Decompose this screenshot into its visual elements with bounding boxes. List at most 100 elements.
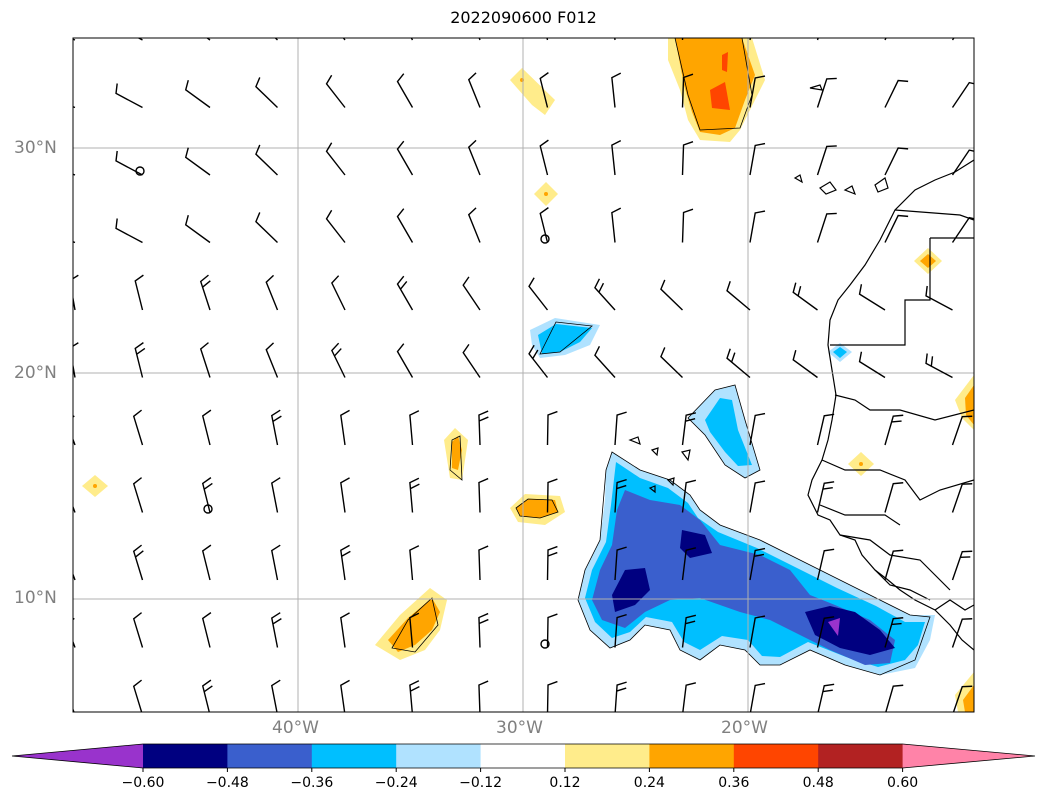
wind-barb bbox=[396, 73, 414, 108]
wind-barb bbox=[546, 410, 558, 446]
wind-barb bbox=[792, 282, 818, 311]
border-8 bbox=[934, 599, 974, 611]
wind-barb bbox=[681, 141, 694, 176]
wind-barb bbox=[73, 173, 76, 176]
wind-barb bbox=[884, 617, 904, 648]
lon-label-30w: 30°W bbox=[496, 718, 543, 738]
calm-wind-circle bbox=[540, 234, 550, 244]
wind-barb bbox=[792, 350, 818, 379]
wind-barb bbox=[681, 412, 697, 446]
wind-barb bbox=[134, 274, 144, 311]
wind-barb bbox=[817, 683, 835, 712]
wind-barb bbox=[816, 616, 835, 648]
cv-islands-5 bbox=[666, 477, 675, 487]
border-6 bbox=[839, 534, 951, 591]
wind-barb bbox=[73, 241, 76, 244]
wind-barb bbox=[528, 277, 549, 311]
map-title: 2022090600 F012 bbox=[450, 8, 597, 27]
map-frame bbox=[72, 37, 975, 713]
cv-islands-1 bbox=[628, 436, 641, 446]
positive-dot-a-core bbox=[93, 484, 97, 488]
wind-barb bbox=[132, 679, 143, 712]
negative-region-ne-inner bbox=[705, 398, 752, 466]
island-5 bbox=[809, 84, 823, 91]
wind-barb bbox=[749, 547, 766, 581]
wind-barb bbox=[539, 72, 549, 108]
wind-barb bbox=[816, 38, 819, 41]
border-1 bbox=[830, 238, 931, 346]
wind-barb bbox=[885, 684, 904, 712]
lon-label-20w: 20°W bbox=[721, 718, 768, 738]
wind-barb bbox=[184, 147, 211, 176]
calm-wind-circle bbox=[135, 166, 145, 176]
wind-barb bbox=[478, 545, 489, 581]
colorbar-segment bbox=[480, 744, 566, 768]
wind-barb bbox=[951, 81, 974, 108]
wind-barb bbox=[884, 482, 904, 513]
positive-region-top-036-a bbox=[710, 82, 730, 110]
wind-barb bbox=[255, 212, 278, 244]
wind-barb bbox=[115, 150, 143, 176]
wind-barb bbox=[951, 149, 974, 176]
wind-barb bbox=[749, 480, 766, 513]
wind-barb bbox=[546, 680, 558, 712]
wind-barb bbox=[884, 549, 904, 581]
cv-islands-3 bbox=[680, 449, 691, 462]
wind-barb bbox=[660, 279, 683, 311]
lat-label-10n: 10°N bbox=[14, 588, 57, 608]
wind-barb bbox=[73, 274, 79, 311]
wind-barb bbox=[201, 679, 213, 712]
wind-barb bbox=[546, 478, 558, 513]
wind-barb bbox=[681, 73, 694, 108]
wind-barb bbox=[951, 216, 974, 243]
wind-barb bbox=[816, 212, 837, 243]
wind-barb bbox=[726, 281, 751, 311]
positive-region-top-036-b bbox=[722, 52, 728, 72]
cv-islands-2 bbox=[650, 447, 659, 457]
wind-barb bbox=[409, 612, 420, 648]
wind-barb bbox=[546, 38, 549, 41]
wind-barb bbox=[340, 679, 350, 712]
wind-barb bbox=[816, 145, 837, 176]
positive-edge-g-inner bbox=[963, 685, 974, 712]
wind-barb bbox=[199, 274, 211, 311]
wind-barb bbox=[73, 342, 79, 378]
colorbar-segment bbox=[649, 744, 735, 768]
wind-barb bbox=[265, 342, 279, 378]
gridlines bbox=[73, 38, 974, 712]
colorbar-tick-label: 0.60 bbox=[887, 775, 919, 791]
wind-barb bbox=[816, 413, 835, 446]
positive-dot-c-core bbox=[544, 192, 548, 196]
negative-region-048-b bbox=[612, 568, 650, 612]
wind-barb bbox=[409, 545, 420, 581]
wind-barb bbox=[340, 612, 350, 648]
wind-barb bbox=[952, 685, 973, 712]
wind-barb bbox=[681, 479, 697, 513]
wind-barb bbox=[270, 679, 281, 712]
colorbar-tick-label: 0.48 bbox=[802, 775, 834, 791]
wind-barb bbox=[201, 409, 212, 446]
border-4 bbox=[821, 459, 974, 501]
wind-barb bbox=[925, 353, 953, 379]
wind-barb bbox=[749, 210, 766, 243]
wind-barb bbox=[331, 275, 346, 311]
wind-barb bbox=[951, 483, 973, 513]
positive-edge-f-inner bbox=[965, 385, 974, 425]
wind-barb bbox=[340, 409, 350, 446]
wind-barb bbox=[467, 72, 481, 108]
wind-barb bbox=[396, 343, 414, 378]
wind-barb bbox=[884, 79, 909, 108]
lat-label-20n: 20°N bbox=[14, 363, 57, 383]
wind-barb bbox=[134, 342, 146, 378]
wind-barb bbox=[614, 681, 627, 712]
wind-barb bbox=[201, 544, 212, 581]
calm-wind-circle bbox=[540, 639, 550, 649]
positive-dot-d-core bbox=[859, 462, 863, 466]
colorbar-segment bbox=[818, 744, 904, 768]
island-1 bbox=[819, 181, 837, 195]
negative-region-coast-inner bbox=[833, 347, 847, 358]
wind-barb bbox=[270, 544, 281, 581]
wind-barb bbox=[396, 208, 414, 243]
lon-label-40w: 40°W bbox=[272, 718, 319, 738]
wind-barb bbox=[749, 412, 766, 446]
